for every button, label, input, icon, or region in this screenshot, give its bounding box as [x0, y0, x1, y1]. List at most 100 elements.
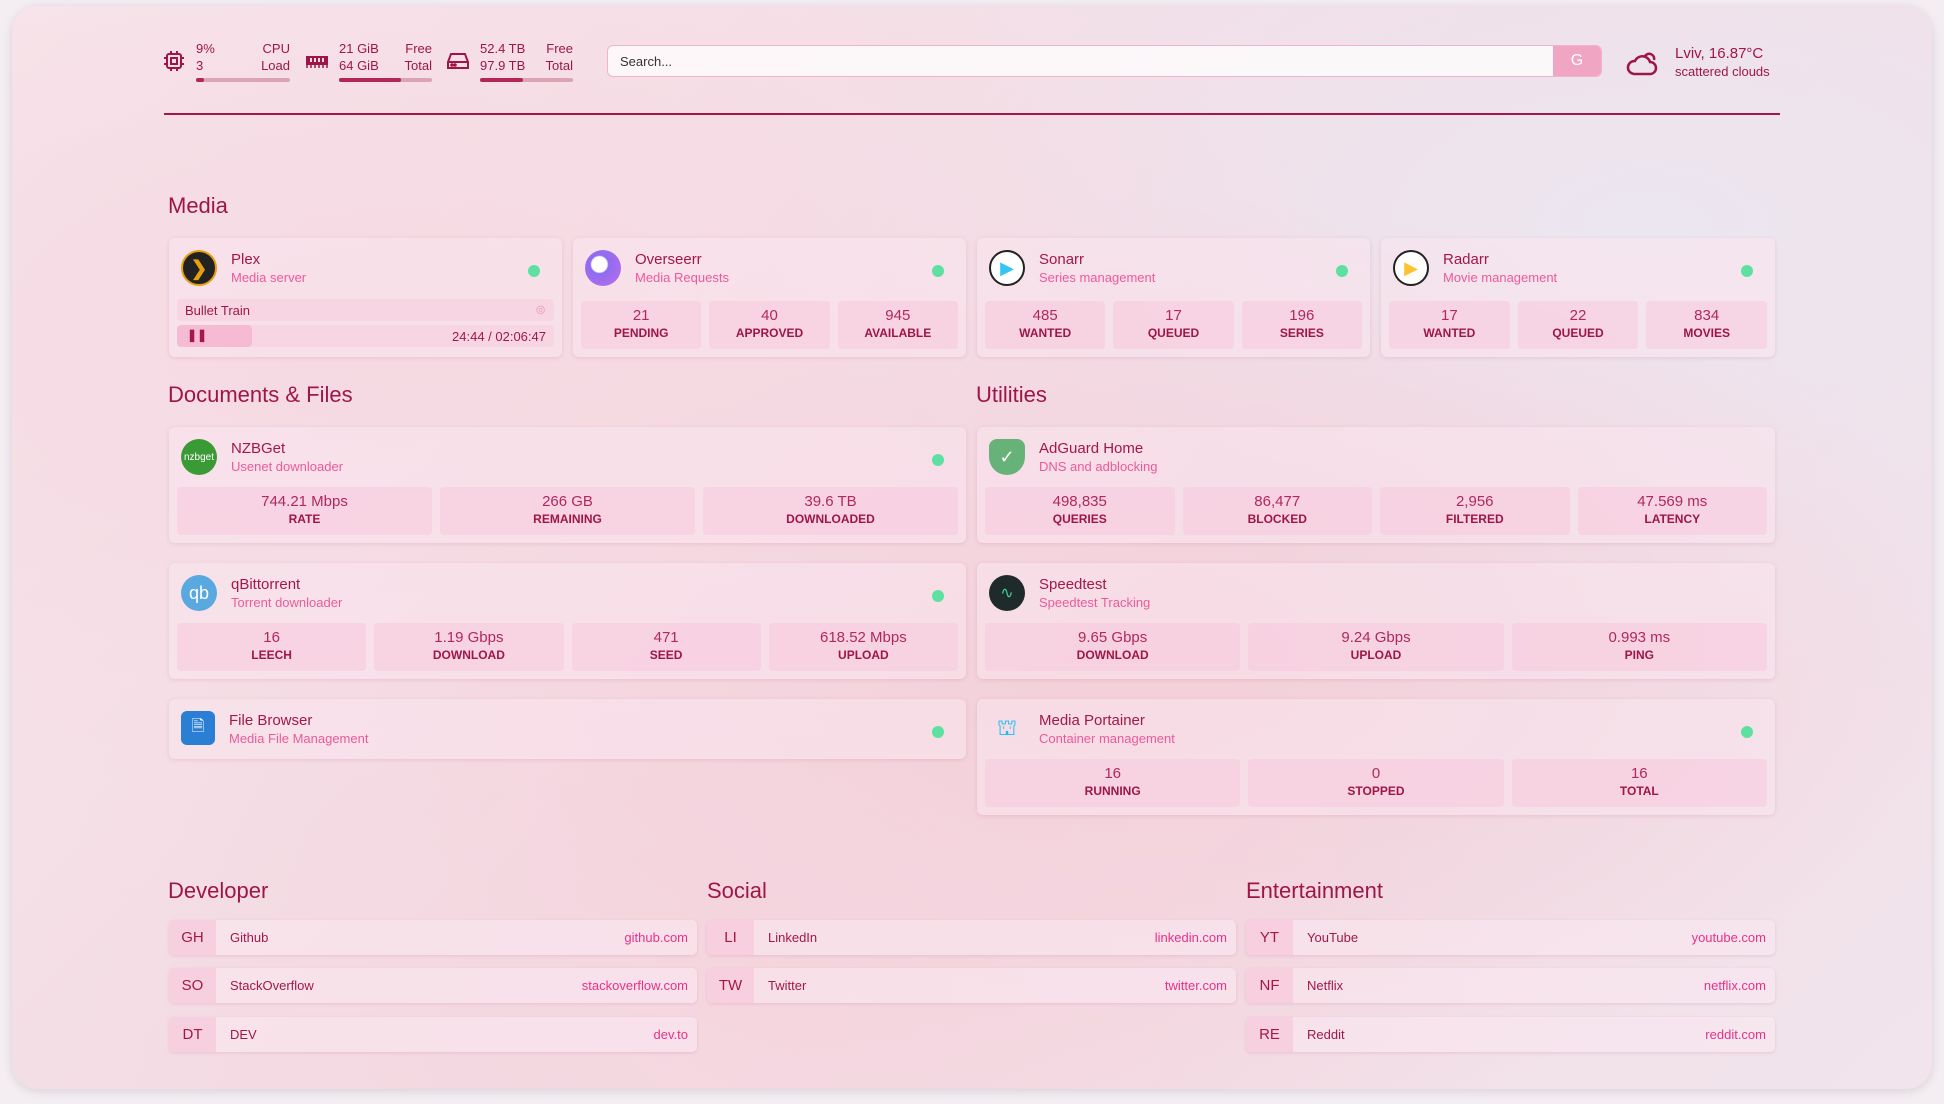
stat-label: DOWNLOAD — [432, 648, 505, 662]
speedtest-logo-icon: ∿ — [989, 575, 1025, 611]
stat-label: UPLOAD — [1350, 648, 1402, 662]
stat-label: RATE — [288, 512, 321, 526]
stat-remaining: 266 GB REMAINING — [440, 487, 695, 535]
bookmark-url: netflix.com — [1703, 978, 1766, 993]
portainer-logo-icon: ⛫ — [996, 714, 1018, 740]
bookmark-name: YouTube — [1307, 930, 1359, 945]
stats-row: 21 PENDING 40 APPROVED 945 AVAILABLE — [581, 301, 958, 349]
cpu-icon — [164, 51, 184, 71]
bookmark-name: DEV — [230, 1027, 257, 1042]
bookmark-netflix[interactable]: NF Netflix netflix.com — [1246, 968, 1775, 1003]
bookmark-abbr: SO — [169, 968, 216, 1003]
search-box: G — [607, 45, 1602, 77]
stat-label: PING — [1624, 648, 1654, 662]
status-online-dot — [932, 265, 944, 277]
stat-value: 945 — [885, 307, 911, 324]
service-subtitle: Usenet downloader — [231, 459, 344, 474]
section-developer: Developer — [168, 878, 269, 903]
plex-logo-icon: ❯ — [181, 250, 217, 286]
search-input[interactable] — [608, 46, 1553, 76]
stream-icon: ⊚ — [535, 302, 546, 317]
stats-row: 16 RUNNING 0 STOPPED 16 TOTAL — [985, 759, 1767, 807]
section-entertainment: Entertainment — [1246, 878, 1383, 903]
bookmark-abbr: TW — [707, 968, 754, 1003]
bookmark-url: youtube.com — [1691, 930, 1766, 945]
memory-bar — [339, 78, 432, 82]
weather-location-temp: Lviv, 16.87°C — [1675, 45, 1764, 62]
disk-free-value: 52.4 TB — [480, 41, 526, 56]
bookmark-linkedin[interactable]: LI LinkedIn linkedin.com — [707, 920, 1236, 955]
stat-label: FILTERED — [1445, 512, 1504, 526]
cpu-bar — [196, 78, 290, 82]
disk-total-label: Total — [545, 58, 573, 73]
adguard-logo-icon: ✓ — [989, 439, 1025, 475]
bookmark-name: StackOverflow — [230, 978, 314, 993]
memory-total-label: Total — [404, 58, 432, 73]
bookmark-stackoverflow[interactable]: SO StackOverflow stackoverflow.com — [169, 968, 697, 1003]
disk-free-label: Free — [546, 41, 573, 56]
stat-value: 16 — [263, 629, 280, 646]
stat-download: 9.65 Gbps DOWNLOAD — [985, 623, 1241, 671]
bookmark-twitter[interactable]: TW Twitter twitter.com — [707, 968, 1236, 1003]
service-title: Plex — [231, 251, 261, 268]
stat-rate: 744.21 Mbps RATE — [177, 487, 432, 535]
stat-series: 196 SERIES — [1241, 301, 1362, 349]
disk-total-value: 97.9 TB — [480, 58, 526, 73]
search-provider-button[interactable]: G — [1553, 46, 1601, 76]
bookmark-abbr: GH — [169, 920, 216, 955]
stat-ping: 0.993 ms PING — [1511, 623, 1767, 671]
stat-value: 17 — [1165, 307, 1182, 324]
service-card-adguard[interactable]: ✓ AdGuard Home DNS and adblocking 498,835 Q… — [977, 427, 1775, 543]
pause-icon[interactable]: ❚❚ — [187, 328, 208, 342]
stats-row: 498,835 QUERIES 86,477 BLOCKED 2,956 FILTERED… — [985, 487, 1767, 535]
bookmark-abbr: YT — [1246, 920, 1293, 955]
stats-row: 744.21 Mbps RATE 266 GB REMAINING 39.6 TB DOW… — [177, 487, 958, 535]
stat-value: 471 — [653, 629, 679, 646]
service-card-file-browser[interactable]: 🗎 File Browser Media File Management — [169, 699, 966, 759]
bookmark-github[interactable]: GH Github github.com — [169, 920, 697, 955]
bookmark-dev[interactable]: DT DEV dev.to — [169, 1017, 697, 1052]
bookmark-url: twitter.com — [1164, 978, 1227, 993]
stats-row: 9.65 Gbps DOWNLOAD 9.24 Gbps UPLOAD 0.993 ms… — [985, 623, 1767, 671]
service-card-sonarr[interactable]: ▶ Sonarr Series management 485 WANTED 17 QUEU… — [977, 238, 1370, 357]
stat-value: 9.24 Gbps — [1341, 629, 1411, 646]
stat-latency: 47.569 ms LATENCY — [1577, 487, 1767, 535]
memory-icon — [306, 56, 328, 68]
service-card-qbittorrent[interactable]: qb qBittorrent Torrent downloader 16 LEECH 1… — [169, 563, 966, 679]
file-browser-logo-icon: 🗎 — [181, 711, 215, 745]
stat-download: 1.19 Gbps DOWNLOAD — [374, 623, 564, 671]
stat-label: WANTED — [1423, 326, 1476, 340]
service-card-overseerr[interactable]: Overseerr Media Requests 21 PENDING 40 APPRO… — [573, 238, 966, 357]
memory-free-label: Free — [405, 41, 432, 56]
bookmark-abbr: LI — [707, 920, 754, 955]
bookmark-name: LinkedIn — [768, 930, 818, 945]
stat-value: 17 — [1440, 307, 1458, 324]
service-card-portainer[interactable]: ⛫ Media Portainer Container management 16 R… — [977, 699, 1775, 815]
status-online-dot — [528, 265, 540, 277]
status-online-dot — [1336, 265, 1348, 277]
service-card-plex[interactable]: ❯ Plex Media server Bullet Train ⊚ ❚❚ 24:44… — [169, 238, 562, 357]
service-card-speedtest[interactable]: ∿ Speedtest Speedtest Tracking 9.65 Gbps DO… — [977, 563, 1775, 679]
stat-downloaded: 39.6 TB DOWNLOADED — [703, 487, 958, 535]
service-card-nzbget[interactable]: nzbget NZBGet Usenet downloader 744.21 Mbp… — [169, 427, 966, 543]
service-subtitle: Torrent downloader — [231, 595, 343, 610]
playback-time: 24:44 / 02:06:47 — [452, 329, 546, 344]
sonarr-logo-icon: ▶ — [989, 250, 1025, 286]
bookmark-reddit[interactable]: RE Reddit reddit.com — [1246, 1017, 1775, 1052]
stat-total: 16 TOTAL — [1511, 759, 1767, 807]
service-card-radarr[interactable]: ▶ Radarr Movie management 17 WANTED 22 QUEUED… — [1381, 238, 1775, 357]
service-title: qBittorrent — [231, 576, 301, 593]
stat-pending: 21 PENDING — [581, 301, 702, 349]
status-online-dot — [932, 590, 944, 602]
stat-queued: 17 QUEUED — [1113, 301, 1234, 349]
cpu-label: CPU — [262, 41, 290, 56]
bookmark-url: linkedin.com — [1154, 930, 1227, 945]
stat-value: 834 — [1694, 307, 1720, 324]
service-subtitle: DNS and adblocking — [1039, 459, 1158, 474]
service-subtitle: Media server — [231, 270, 307, 285]
weather-widget[interactable]: Lviv, 16.87°C scattered clouds — [1625, 44, 1770, 81]
stat-upload: 9.24 Gbps UPLOAD — [1248, 623, 1504, 671]
bookmark-name: Reddit — [1307, 1027, 1345, 1042]
stat-value: 47.569 ms — [1637, 493, 1708, 510]
bookmark-youtube[interactable]: YT YouTube youtube.com — [1246, 920, 1775, 955]
